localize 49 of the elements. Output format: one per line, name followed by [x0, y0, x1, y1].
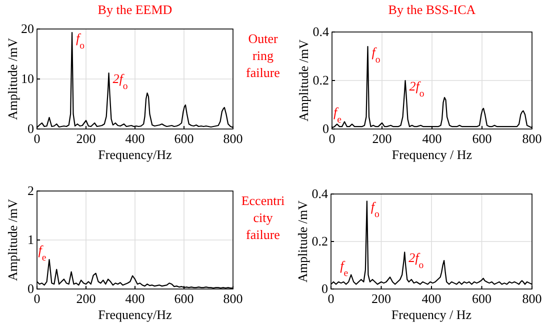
y-tick-label: 0 — [28, 281, 34, 296]
x-tick-label: 800 — [522, 131, 542, 146]
annotation: 2f$_{o}$ — [408, 250, 424, 271]
y-axis-title: Amplitude /mV — [296, 38, 311, 122]
text: Eccentri city failure — [241, 193, 286, 242]
x-tick-label: 800 — [522, 291, 542, 306]
x-tick-label: 400 — [125, 291, 145, 306]
y-axis-title: Amplitude /mV — [5, 198, 20, 281]
y-tick-label: 0.4 — [312, 24, 330, 39]
x-tick-label: 400 — [125, 131, 145, 146]
annotation: 2f$_{o}$ — [409, 78, 424, 99]
x-tick-label: 600 — [174, 131, 194, 146]
y-tick-label: 0 — [322, 121, 329, 136]
annotation: f$_{e}$ — [340, 258, 348, 278]
y-tick-label: 20 — [21, 21, 34, 36]
x-tick-label: 600 — [472, 291, 492, 306]
text: Outer ring failure — [246, 31, 280, 80]
x-tick-label: 200 — [372, 291, 391, 306]
x-tick-label: 200 — [76, 291, 96, 306]
x-tick-label: 600 — [472, 131, 492, 146]
x-axis-title: Frequency/Hz — [98, 147, 172, 162]
y-tick-label: 0 — [28, 121, 34, 136]
x-tick-label: 800 — [223, 131, 243, 146]
y-tick-label: 2 — [28, 183, 34, 198]
x-tick-label: 200 — [372, 131, 392, 146]
annotation: f$_{o}$ — [370, 199, 380, 220]
y-tick-label: 0 — [322, 281, 328, 296]
y-tick-label: 0.4 — [312, 186, 328, 201]
chart-title: By the EEMD — [98, 2, 172, 17]
chart-title: By the BSS-ICA — [388, 2, 476, 17]
x-axis-title: Frequency/Hz — [98, 307, 172, 322]
x-tick-label: 600 — [174, 291, 194, 306]
x-tick-label: 200 — [76, 131, 96, 146]
y-tick-label: 0.2 — [312, 72, 329, 88]
x-axis-title: Frequency / Hz — [392, 147, 472, 162]
x-axis-title: Frequency / Hz — [391, 307, 472, 322]
x-tick-label: 400 — [422, 131, 442, 146]
y-tick-label: 10 — [21, 71, 34, 86]
annotation: f$_{e}$ — [38, 242, 46, 264]
y-tick-label: 0.2 — [312, 234, 328, 248]
annotation: f$_{o}$ — [372, 44, 380, 66]
x-tick-label: 400 — [422, 291, 442, 306]
y-tick-label: 1 — [28, 232, 34, 247]
annotation: f$_{o}$ — [76, 30, 85, 51]
y-axis-title: Amplitude /mV — [5, 37, 20, 120]
x-tick-label: 800 — [223, 291, 243, 306]
annotation: f$_{e}$ — [334, 104, 342, 126]
y-axis-title: Amplitude /mV — [295, 200, 310, 282]
annotation: 2f$_{o}$ — [112, 71, 128, 92]
